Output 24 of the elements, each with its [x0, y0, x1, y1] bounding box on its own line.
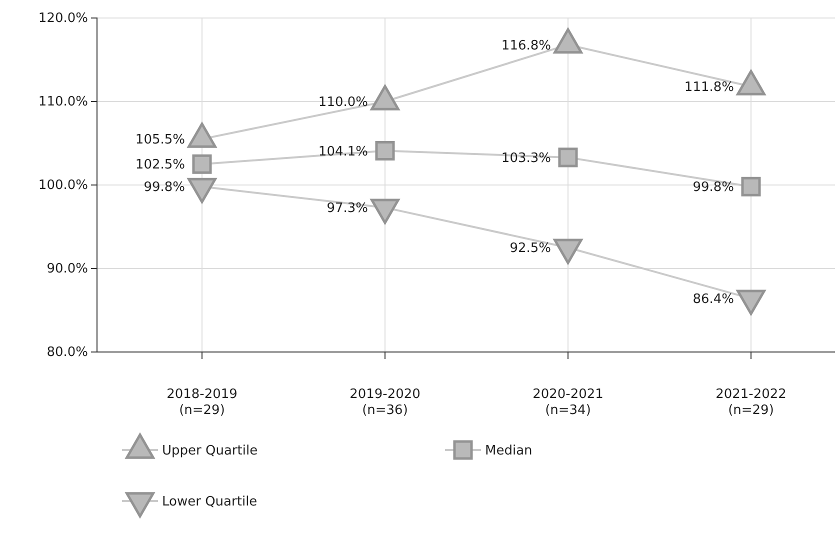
legend-label: Lower Quartile [162, 494, 258, 510]
data-label: 102.5% [135, 158, 185, 173]
data-label: 103.3% [501, 150, 551, 166]
data-label: 104.1% [318, 144, 368, 160]
x-tick-label: 2019-2020 (n=36) [350, 387, 420, 418]
x-tick-label: 2020-2021 (n=34) [532, 387, 604, 418]
data-label: 86.4% [692, 292, 734, 308]
data-label: 99.8% [692, 180, 734, 196]
x-tick-label: 2018-2019 (n=29) [166, 387, 238, 418]
data-label: 110.0% [318, 95, 368, 110]
data-label: 105.5% [135, 132, 185, 148]
y-tick-label: 100.0% [38, 178, 88, 194]
legend-label: Upper Quartile [162, 444, 258, 459]
data-label: 111.8% [684, 80, 734, 96]
y-tick-label: 110.0% [38, 94, 88, 110]
data-label: 92.5% [510, 241, 551, 256]
x-tick-label: 2021-2022 (n=29) [716, 387, 786, 418]
y-tick-label: 120.0% [38, 11, 88, 26]
legend-label: Median [485, 444, 532, 459]
data-label: 99.8% [144, 180, 185, 196]
y-tick-label: 80.0% [46, 345, 88, 360]
data-label: 116.8% [501, 38, 551, 54]
y-tick-label: 90.0% [46, 262, 88, 277]
data-label: 97.3% [326, 201, 368, 216]
